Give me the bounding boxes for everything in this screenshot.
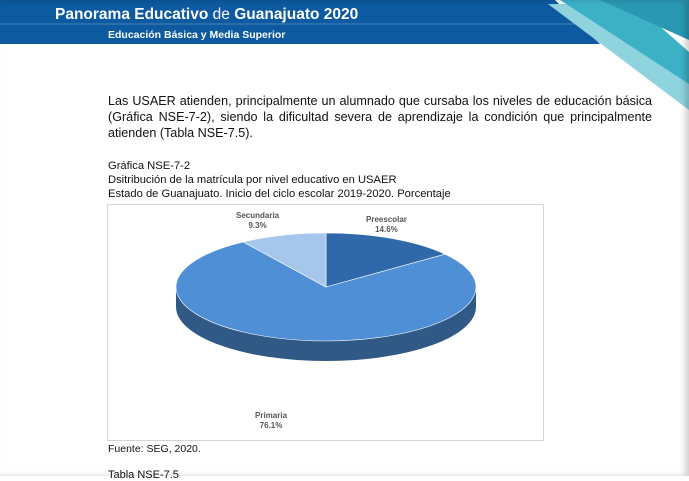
page-header: Panorama Educativo de Guanajuato 2020 Ed… — [0, 0, 689, 110]
header-title-connector: de — [212, 6, 230, 23]
slice-label-primaria: Primaria 76.1% — [255, 411, 287, 431]
figure-caption: Gráfica NSE-7-2 Dsitribución de la matrí… — [108, 159, 451, 201]
body-paragraph: Las USAER atienden, principalmente un al… — [108, 94, 652, 140]
slice-label-primaria-value: 76.1% — [259, 421, 283, 430]
slice-label-secundaria-name: Secundaria — [236, 211, 280, 220]
header-title-part2: Guanajuato 2020 — [234, 6, 359, 23]
next-table-caption: Tabla NSE-7.5 — [108, 469, 179, 481]
pie-chart: Preescolar 14.6% Primaria 76.1% Secundar… — [107, 204, 544, 441]
pie-side-primaria — [176, 287, 476, 361]
slice-label-preescolar: Preescolar 14.6% — [366, 215, 407, 235]
pie-slice-secundaria — [242, 232, 327, 288]
pie-chart-svg — [175, 232, 477, 361]
pie-slice-primaria — [175, 241, 477, 342]
slice-label-secundaria: Secundaria 9.3% — [236, 211, 279, 231]
header-title: Panorama Educativo de Guanajuato 2020 — [55, 6, 358, 24]
header-banner-graphic — [0, 0, 689, 110]
figure-id: Gráfica NSE-7-2 — [108, 160, 191, 172]
header-title-part1: Panorama Educativo — [55, 6, 209, 23]
slice-label-primaria-name: Primaria — [255, 411, 288, 420]
figure-subtitle: Estado de Guanajuato. Inicio del ciclo e… — [108, 188, 451, 200]
pie-slice-preescolar — [325, 232, 446, 288]
slice-label-preescolar-name: Preescolar — [366, 215, 407, 224]
figure-source: Fuente: SEG, 2020. — [108, 443, 201, 455]
figure-title: Dsitribución de la matrícula por nivel e… — [108, 174, 397, 186]
slice-label-secundaria-value: 9.3% — [248, 221, 267, 230]
header-subtitle: Educación Básica y Media Superior — [108, 29, 286, 41]
slice-label-preescolar-value: 14.6% — [375, 225, 398, 234]
